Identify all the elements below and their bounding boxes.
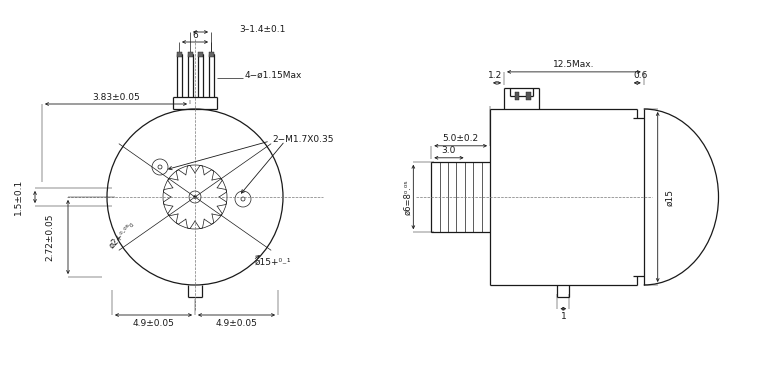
Text: ø2+⁰⋅⁰⁵₀: ø2+⁰⋅⁰⁵₀ bbox=[108, 219, 136, 250]
Text: 4−ø1.15Max: 4−ø1.15Max bbox=[245, 71, 303, 80]
Bar bbox=[187, 52, 193, 57]
Text: 1.5±0.1: 1.5±0.1 bbox=[13, 179, 23, 215]
Text: 0.6: 0.6 bbox=[633, 71, 647, 80]
Bar bbox=[197, 52, 203, 57]
Bar bbox=[515, 92, 519, 100]
Text: 3.0: 3.0 bbox=[441, 146, 456, 155]
Text: 1: 1 bbox=[561, 312, 566, 321]
Text: 6: 6 bbox=[192, 31, 198, 41]
Text: ø6=8⁰.⁰⁵: ø6=8⁰.⁰⁵ bbox=[404, 179, 413, 215]
Text: 1.2: 1.2 bbox=[488, 71, 502, 80]
Bar bbox=[208, 52, 214, 57]
Text: 12.5Max.: 12.5Max. bbox=[553, 60, 594, 69]
Bar bbox=[176, 52, 182, 57]
Circle shape bbox=[193, 195, 197, 199]
Text: 4.9±0.05: 4.9±0.05 bbox=[215, 319, 257, 327]
Text: ø15: ø15 bbox=[665, 188, 674, 205]
Text: 4.9±0.05: 4.9±0.05 bbox=[133, 319, 175, 327]
Bar bbox=[526, 92, 531, 100]
Text: 3–1.4±0.1: 3–1.4±0.1 bbox=[239, 24, 285, 34]
Text: 2.72±0.05: 2.72±0.05 bbox=[45, 213, 55, 261]
Text: 2−M1.7X0.35: 2−M1.7X0.35 bbox=[272, 135, 334, 144]
Text: 3.83±0.05: 3.83±0.05 bbox=[92, 92, 140, 101]
Text: 5.0±0.2: 5.0±0.2 bbox=[442, 134, 479, 143]
Text: ø15+⁰₋¹: ø15+⁰₋¹ bbox=[255, 257, 292, 267]
